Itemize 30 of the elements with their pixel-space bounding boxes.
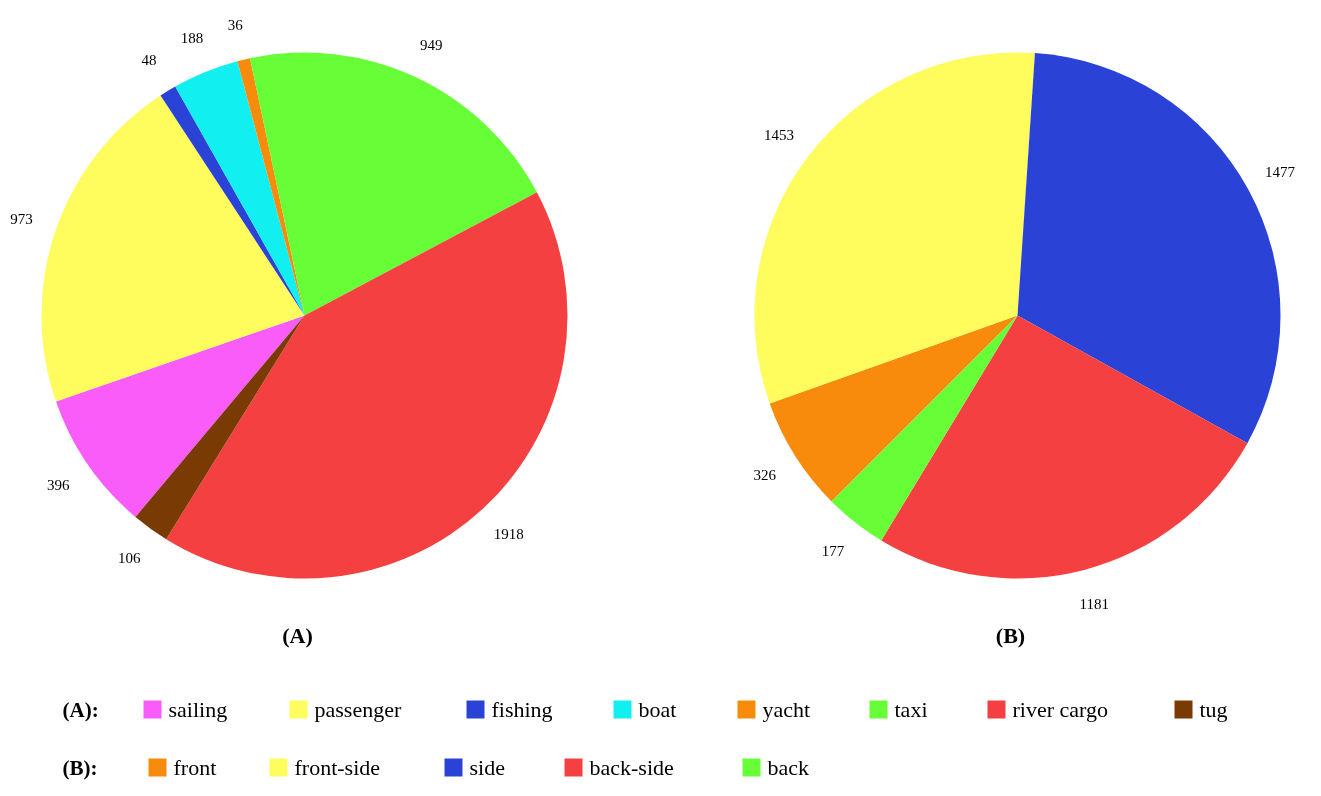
- legend-label: back: [767, 755, 810, 780]
- legend-label: front-side: [294, 755, 381, 780]
- data-label: 36: [227, 16, 244, 33]
- legend-label: front: [173, 755, 217, 780]
- data-label: 1181: [1079, 596, 1110, 613]
- legend-title: (B):: [62, 755, 98, 780]
- legend-title: (A):: [62, 697, 99, 722]
- data-label: 177: [821, 542, 845, 559]
- legend-label: boat: [638, 697, 677, 722]
- data-label: 1918: [493, 525, 524, 542]
- legend-label: side: [469, 755, 505, 780]
- data-label: 949: [419, 36, 443, 53]
- legend-label: tug: [1199, 697, 1228, 722]
- data-label: 106: [118, 549, 142, 566]
- legend-label: sailing: [168, 697, 228, 722]
- data-label: 48: [141, 52, 157, 69]
- data-label: 188: [180, 30, 204, 47]
- data-label: 326: [753, 467, 777, 484]
- data-label: 973: [10, 210, 33, 227]
- legend-label: taxi: [894, 697, 928, 722]
- legend-label: back-side: [589, 755, 674, 780]
- legend-label: river cargo: [1012, 697, 1108, 722]
- legend-label: passenger: [314, 697, 402, 722]
- data-label: 396: [46, 477, 70, 494]
- data-label: 1453: [764, 127, 795, 144]
- text: (B): [995, 623, 1026, 648]
- data-label: 1477: [1265, 164, 1296, 181]
- legend-label: fishing: [491, 697, 553, 722]
- text: (A): [282, 623, 313, 648]
- legend-label: yacht: [762, 697, 811, 722]
